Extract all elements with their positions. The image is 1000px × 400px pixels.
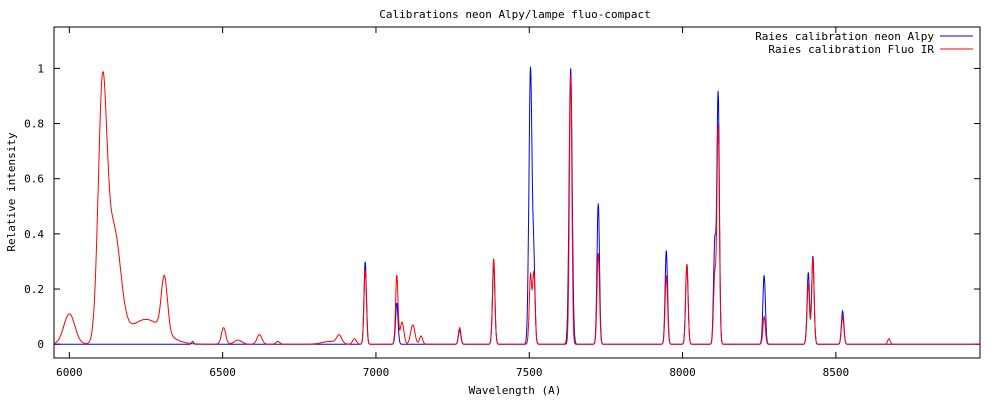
y-tick-label: 0.8 [24, 118, 44, 131]
x-tick-label: 7500 [516, 366, 543, 379]
x-tick-label: 6500 [209, 366, 236, 379]
y-tick-label: 0.6 [24, 173, 44, 186]
y-axis-label: Relative intensity [5, 132, 18, 252]
series-line-neon-alpy [54, 66, 980, 345]
x-axis-label: Wavelength (A) [469, 384, 562, 397]
series-line-fluo-ir [53, 70, 980, 345]
x-tick-label: 6000 [56, 366, 83, 379]
y-tick-label: 1 [37, 62, 44, 75]
legend-label: Raies calibration Fluo IR [768, 43, 934, 56]
y-tick-label: 0.4 [24, 228, 44, 241]
x-tick-label: 8500 [823, 366, 850, 379]
x-tick-label: 7000 [363, 366, 390, 379]
chart-title: Calibrations neon Alpy/lampe fluo-compac… [379, 8, 651, 21]
series-layer [53, 66, 980, 345]
ticks-layer: 6000 6500 7000 7500 8000 8500 0 0.2 0.4 0.6 0.8 1 [24, 27, 980, 379]
y-tick-label: 0 [37, 338, 44, 351]
y-tick-label: 0.2 [24, 283, 44, 296]
plot-frame [53, 26, 981, 359]
legend-label: Raies calibration neon Alpy [755, 30, 934, 43]
x-tick-label: 8000 [669, 366, 696, 379]
